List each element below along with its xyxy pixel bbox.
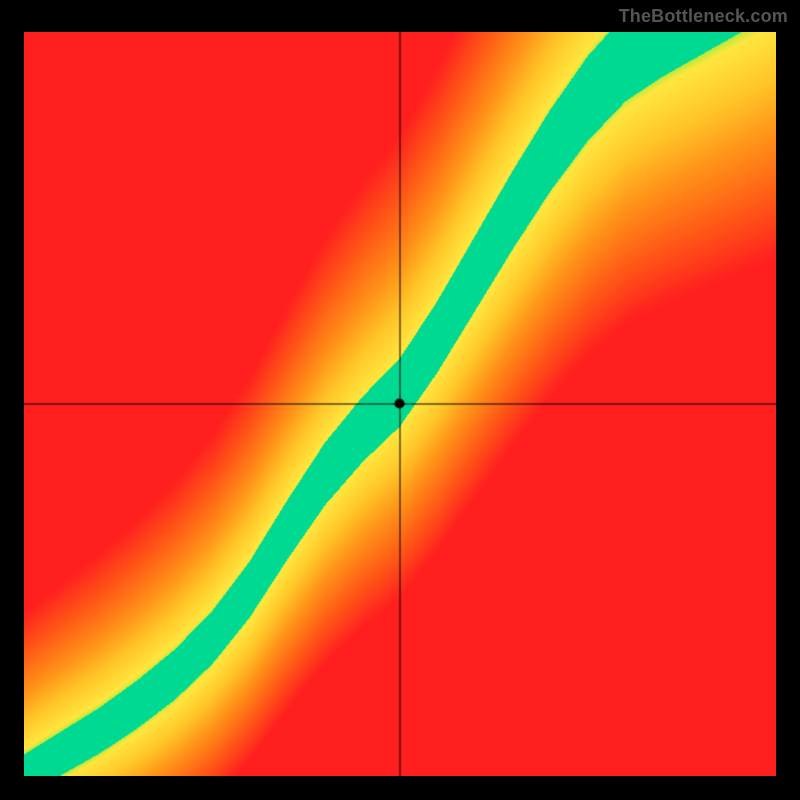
- heatmap-canvas: [24, 32, 776, 776]
- watermark-label: TheBottleneck.com: [619, 6, 788, 27]
- heatmap-plot: [24, 32, 776, 776]
